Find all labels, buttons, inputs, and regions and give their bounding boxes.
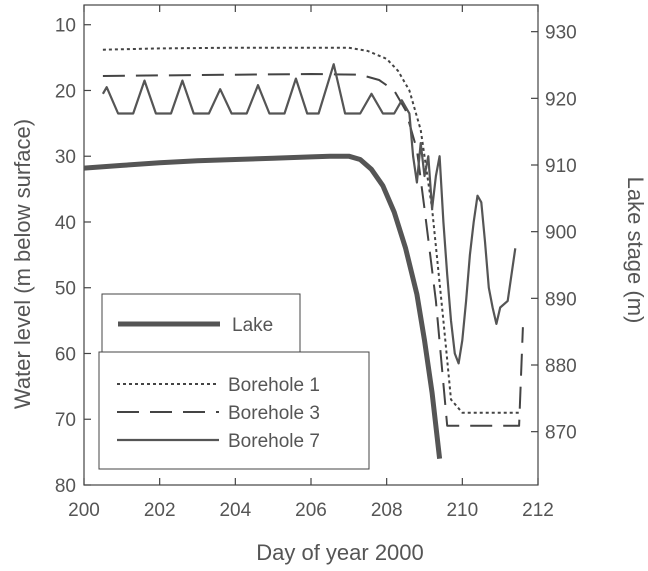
series-line-lake — [83, 153, 443, 459]
x-tick-label: 202 — [144, 500, 176, 521]
y-right-tick-label: 890 — [545, 289, 577, 310]
y-axis-label-right: Lake stage (m) — [623, 177, 648, 324]
y-right-tick-label: 920 — [545, 89, 577, 110]
y-right-tick-label: 880 — [545, 356, 577, 377]
x-tick-label: 210 — [446, 500, 478, 521]
x-tick-label: 212 — [522, 500, 554, 521]
legend-label-borehole-7: Borehole 7 — [228, 431, 320, 452]
series-line-borehole-7 — [101, 63, 517, 365]
y-right-tick-label: 870 — [545, 423, 577, 444]
y-left-tick-label: 20 — [55, 81, 76, 102]
legend-layer: Lake Borehole 1 Borehole 3 Borehole 7 — [98, 293, 370, 470]
x-tick-label: 204 — [219, 500, 251, 521]
axes-layer: 200 202 204 206 208 210 212 10 20 30 40 50 60 70 80 870… — [55, 4, 577, 521]
y-left-tick-label: 50 — [55, 279, 76, 300]
x-tick-label: 206 — [295, 500, 327, 521]
y-left-tick-label: 60 — [55, 344, 76, 365]
y-left-tick-label: 40 — [55, 213, 76, 234]
x-axis-label: Day of year 2000 — [256, 540, 424, 565]
series-layer — [83, 46, 524, 459]
legend-box-2 — [98, 351, 370, 470]
y-left-tick-label: 30 — [55, 147, 76, 168]
y-right-tick-label: 930 — [545, 23, 577, 44]
legend-label-borehole-1: Borehole 1 — [228, 375, 320, 396]
y-right-tick-label: 910 — [545, 156, 577, 177]
legend-label-lake: Lake — [232, 315, 273, 336]
y-axis-label-left: Water level (m below surface) — [10, 119, 35, 409]
y-left-tick-label: 10 — [55, 16, 76, 37]
y-left-tick-label: 80 — [55, 476, 76, 497]
y-right-tick-label: 900 — [545, 223, 577, 244]
x-tick-label: 200 — [68, 500, 100, 521]
x-tick-label: 208 — [371, 500, 403, 521]
y-left-tick-label: 70 — [55, 410, 76, 431]
legend-label-borehole-3: Borehole 3 — [228, 403, 320, 424]
